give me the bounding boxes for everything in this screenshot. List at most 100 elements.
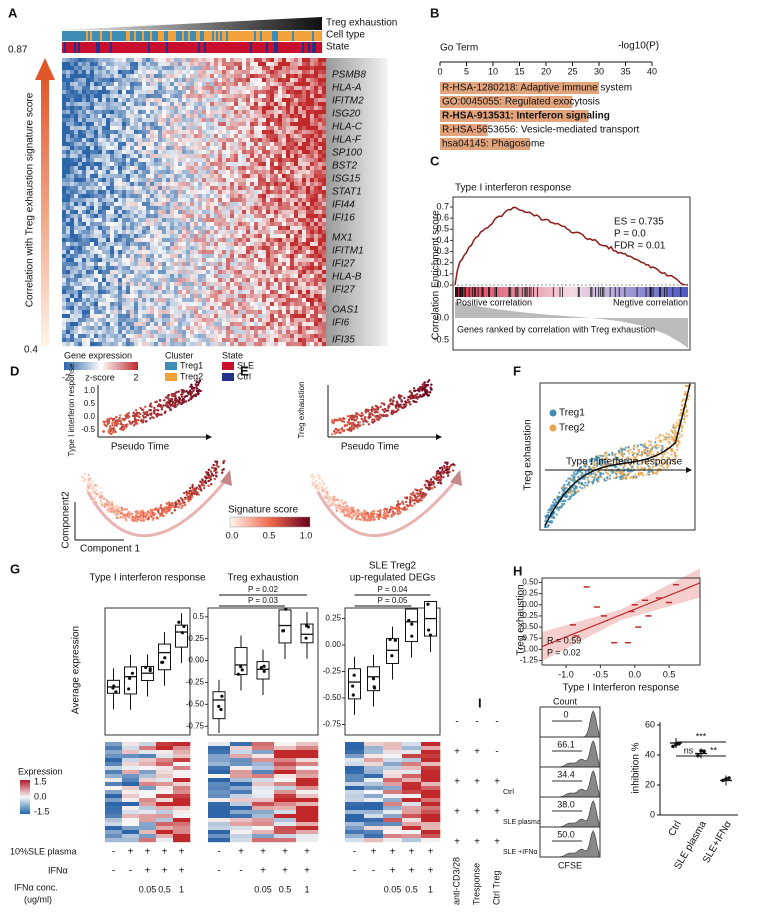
heatmap-cell bbox=[242, 270, 247, 275]
heatmap-cell bbox=[198, 162, 203, 167]
heatmap-cell bbox=[90, 326, 95, 331]
heatmap-cell bbox=[138, 226, 143, 231]
heatmap-cell bbox=[238, 194, 243, 199]
heatmap-cell bbox=[270, 134, 275, 139]
heatmap-cell bbox=[190, 186, 195, 191]
heatmap-cell bbox=[298, 198, 303, 203]
heatmap-cell bbox=[174, 86, 179, 91]
heatmap-cell bbox=[66, 154, 71, 159]
heatmap-cell bbox=[242, 162, 247, 167]
heatmap-cell bbox=[86, 106, 91, 111]
heatmap-cell bbox=[298, 154, 303, 159]
heatmap-cell bbox=[230, 266, 235, 271]
heatmap-cell bbox=[78, 186, 83, 191]
heatmap-cell bbox=[302, 282, 307, 287]
heatmap-cell bbox=[174, 334, 179, 339]
heatmap-cell bbox=[202, 286, 207, 291]
heatmap-cell bbox=[294, 214, 299, 219]
heatmap-cell bbox=[174, 198, 179, 203]
heatmap-cell bbox=[186, 174, 191, 179]
heatmap-cell bbox=[306, 222, 311, 227]
state-cell bbox=[140, 42, 143, 53]
heatmap-cell bbox=[154, 334, 159, 339]
heatmap-cell bbox=[246, 302, 251, 307]
heatmap-cell bbox=[190, 170, 195, 175]
heatmap-cell bbox=[294, 70, 299, 75]
heatmap-cell bbox=[166, 330, 171, 335]
heatmap-cell bbox=[78, 78, 83, 83]
heatmap-cell bbox=[262, 302, 267, 307]
heatmap-cell bbox=[310, 250, 315, 255]
heatmap-cell bbox=[238, 166, 243, 171]
heatmap-cell bbox=[70, 102, 75, 107]
heatmap-cell bbox=[70, 250, 75, 255]
heatmap-cell bbox=[162, 106, 167, 111]
heatmap-cell bbox=[302, 274, 307, 279]
heatmap-cell bbox=[210, 162, 215, 167]
heatmap-cell bbox=[238, 214, 243, 219]
heatmap-cell bbox=[106, 98, 111, 103]
heatmap-cell bbox=[122, 266, 127, 271]
heatmap-cell bbox=[142, 74, 147, 79]
heatmap-cell bbox=[86, 178, 91, 183]
heatmap-cell bbox=[174, 78, 179, 83]
heatmap-cell bbox=[262, 338, 267, 343]
heatmap-cell bbox=[278, 154, 283, 159]
heatmap-cell bbox=[162, 138, 167, 143]
heatmap-cell bbox=[202, 238, 207, 243]
heatmap-cell bbox=[154, 90, 159, 95]
heatmap-cell bbox=[190, 222, 195, 227]
heatmap-cell bbox=[162, 194, 167, 199]
heatmap-cell bbox=[82, 206, 87, 211]
heatmap-cell bbox=[286, 74, 291, 79]
heatmap-cell bbox=[186, 194, 191, 199]
heatmap-cell bbox=[166, 326, 171, 331]
heatmap-cell bbox=[266, 250, 271, 255]
heatmap-cell bbox=[202, 106, 207, 111]
heatmap-cell bbox=[322, 102, 327, 107]
cell-type-cell bbox=[320, 31, 323, 41]
heatmap-cell bbox=[158, 326, 163, 331]
heatmap-cell bbox=[158, 246, 163, 251]
heatmap-cell bbox=[214, 66, 219, 71]
heatmap-cell bbox=[186, 310, 191, 315]
heatmap-cell bbox=[306, 182, 311, 187]
heatmap-cell bbox=[98, 190, 103, 195]
heatmap-cell bbox=[250, 234, 255, 239]
heatmap-cell bbox=[170, 174, 175, 179]
heatmap-cell bbox=[142, 98, 147, 103]
heatmap-cell bbox=[98, 78, 103, 83]
heatmap-cell bbox=[270, 142, 275, 147]
heatmap-cell bbox=[174, 102, 179, 107]
heatmap-cell bbox=[198, 262, 203, 267]
heatmap-cell bbox=[62, 286, 67, 291]
heatmap-cell bbox=[70, 214, 75, 219]
heatmap-cell bbox=[210, 262, 215, 267]
heatmap-cell bbox=[198, 266, 203, 271]
heatmap-cell bbox=[78, 98, 83, 103]
heatmap-cell bbox=[142, 342, 147, 347]
heatmap-cell bbox=[150, 278, 155, 283]
heatmap-cell bbox=[218, 274, 223, 279]
heatmap-cell bbox=[222, 182, 227, 187]
heatmap-cell bbox=[250, 226, 255, 231]
heatmap-cell bbox=[142, 190, 147, 195]
heatmap-cell bbox=[190, 146, 195, 151]
heatmap-cell bbox=[174, 242, 179, 247]
heatmap-cell bbox=[206, 210, 211, 215]
heatmap-cell bbox=[234, 314, 239, 319]
heatmap-cell bbox=[162, 294, 167, 299]
heatmap-cell bbox=[322, 234, 327, 239]
heatmap-cell bbox=[202, 202, 207, 207]
heatmap-cell bbox=[250, 98, 255, 103]
state-cell bbox=[112, 42, 115, 53]
heatmap-cell bbox=[234, 174, 239, 179]
heatmap-cell bbox=[314, 286, 319, 291]
heatmap-cell bbox=[182, 102, 187, 107]
heatmap-cell bbox=[298, 158, 303, 163]
heatmap-cell bbox=[214, 94, 219, 99]
heatmap-cell bbox=[182, 202, 187, 207]
heatmap-cell bbox=[230, 342, 235, 347]
heatmap-cell bbox=[162, 190, 167, 195]
heatmap-cell bbox=[194, 110, 199, 115]
